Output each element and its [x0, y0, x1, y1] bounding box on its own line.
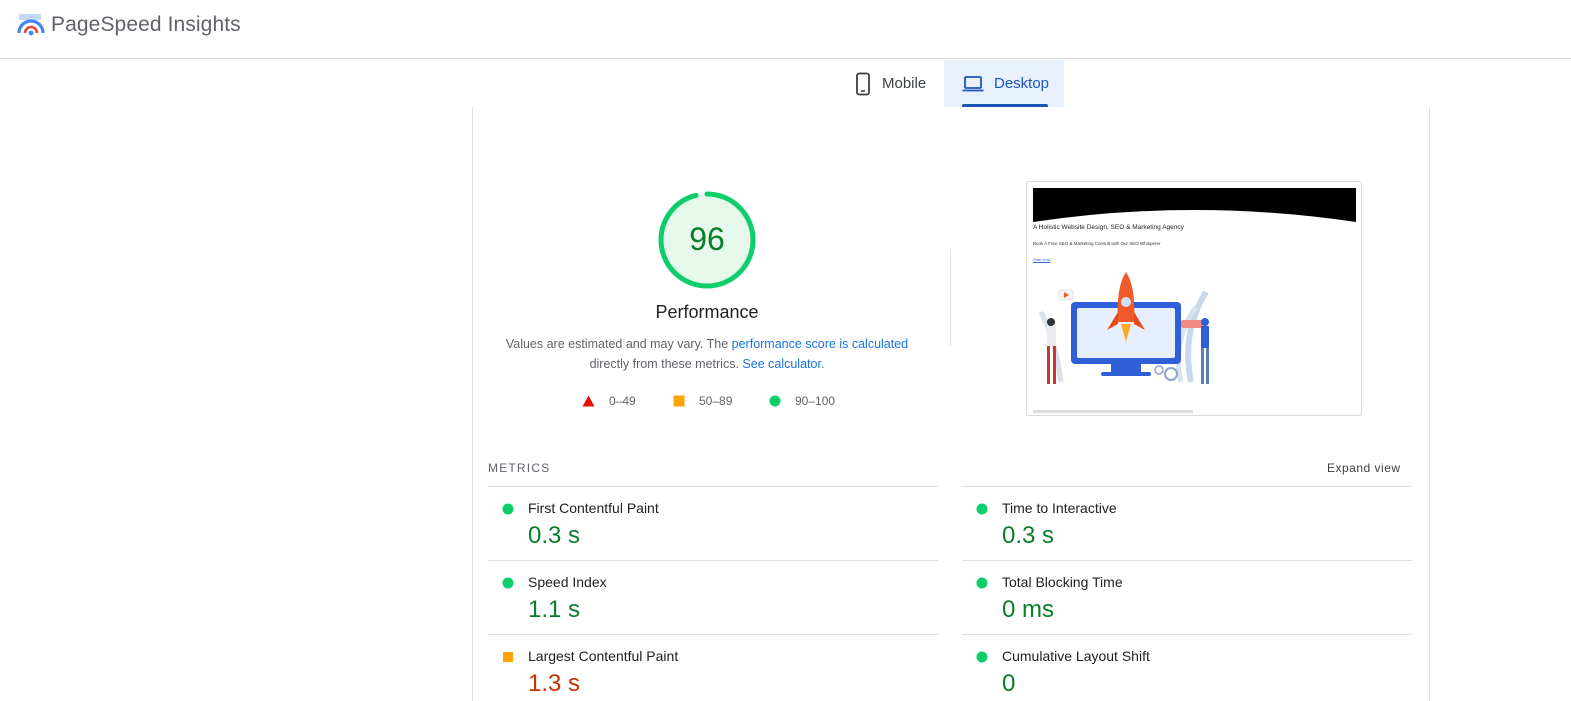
performance-note: Values are estimated and may vary. The p… — [497, 334, 917, 374]
legend-average: 50–89 — [673, 394, 732, 408]
tab-mobile-label: Mobile — [882, 75, 927, 92]
screenshot-banner — [1033, 188, 1356, 222]
green-circle-icon — [976, 577, 988, 589]
pagespeed-logo-icon[interactable] — [17, 13, 45, 39]
metric-label: Largest Contentful Paint — [528, 648, 679, 664]
orange-square-icon — [503, 652, 513, 662]
green-circle-icon — [976, 651, 988, 663]
report-panel — [472, 107, 1430, 701]
screenshot-subtitle: Book A Free SEO & Marketing Consult with… — [1033, 241, 1161, 246]
app-header: PageSpeed Insights — [0, 0, 1571, 59]
metric-value: 1.3 s — [528, 670, 581, 697]
metric-value: 0 ms — [1002, 596, 1055, 623]
metric-first-contentful-paint: First Contentful Paint 0.3 s — [488, 486, 938, 560]
expand-view-button[interactable]: Expand view — [1327, 461, 1401, 475]
red-triangle-icon — [582, 395, 595, 407]
green-circle-icon — [502, 503, 514, 515]
metric-time-to-interactive: Time to Interactive 0.3 s — [962, 486, 1412, 560]
legend-poor: 0–49 — [582, 394, 636, 408]
rocket-illustration-icon — [1038, 272, 1209, 384]
see-calculator-link[interactable]: See calculator. — [742, 357, 825, 371]
note-prefix: Values are estimated and may vary. The — [505, 337, 732, 351]
performance-label: Performance — [655, 302, 759, 322]
screenshot-headline: A Holistic Website Design, SEO & Marketi… — [1033, 224, 1184, 231]
metric-label: Total Blocking Time — [1002, 574, 1123, 590]
metrics-title: METRICS — [488, 461, 551, 475]
legend-poor-range: 0–49 — [609, 394, 636, 408]
metric-cumulative-layout-shift: Cumulative Layout Shift 0 — [962, 634, 1412, 701]
metric-label: Time to Interactive — [1002, 500, 1117, 516]
metric-total-blocking-time: Total Blocking Time 0 ms — [962, 560, 1412, 634]
green-circle-icon — [769, 395, 781, 407]
metric-label: Speed Index — [528, 574, 607, 590]
app-title[interactable]: PageSpeed Insights — [51, 13, 241, 36]
metric-value: 0 — [1002, 670, 1016, 697]
performance-score-value: 96 — [689, 221, 725, 257]
page-screenshot: A Holistic Website Design, SEO & Marketi… — [1026, 181, 1362, 416]
screenshot-link: Start Now — [1033, 257, 1051, 262]
laptop-icon — [962, 75, 984, 91]
tab-mobile[interactable]: Mobile — [840, 60, 944, 107]
metric-speed-index: Speed Index 1.1 s — [488, 560, 938, 634]
vertical-divider — [950, 250, 951, 346]
note-middle: directly from these metrics. — [589, 357, 743, 371]
tab-desktop-label: Desktop — [994, 75, 1050, 92]
performance-score-link[interactable]: performance score is calculated — [731, 337, 909, 351]
metric-value: 1.1 s — [528, 596, 581, 623]
tab-desktop[interactable]: Desktop — [944, 60, 1064, 107]
device-tabs: Mobile Desktop — [0, 60, 1571, 107]
screenshot-footer-text — [1033, 410, 1193, 413]
metric-value: 0.3 s — [1002, 522, 1055, 549]
performance-score-gauge — [658, 191, 756, 289]
metric-largest-contentful-paint: Largest Contentful Paint 1.3 s — [488, 634, 938, 701]
phone-icon — [856, 72, 870, 95]
green-circle-icon — [502, 577, 514, 589]
metric-label: Cumulative Layout Shift — [1002, 648, 1150, 664]
metric-value: 0.3 s — [528, 522, 581, 549]
metric-label: First Contentful Paint — [528, 500, 659, 516]
legend-good: 90–100 — [769, 394, 835, 408]
orange-square-icon — [673, 395, 685, 407]
green-circle-icon — [976, 503, 988, 515]
legend-average-range: 50–89 — [699, 394, 733, 408]
tab-selected-indicator — [962, 104, 1048, 107]
legend-good-range: 90–100 — [795, 394, 836, 408]
